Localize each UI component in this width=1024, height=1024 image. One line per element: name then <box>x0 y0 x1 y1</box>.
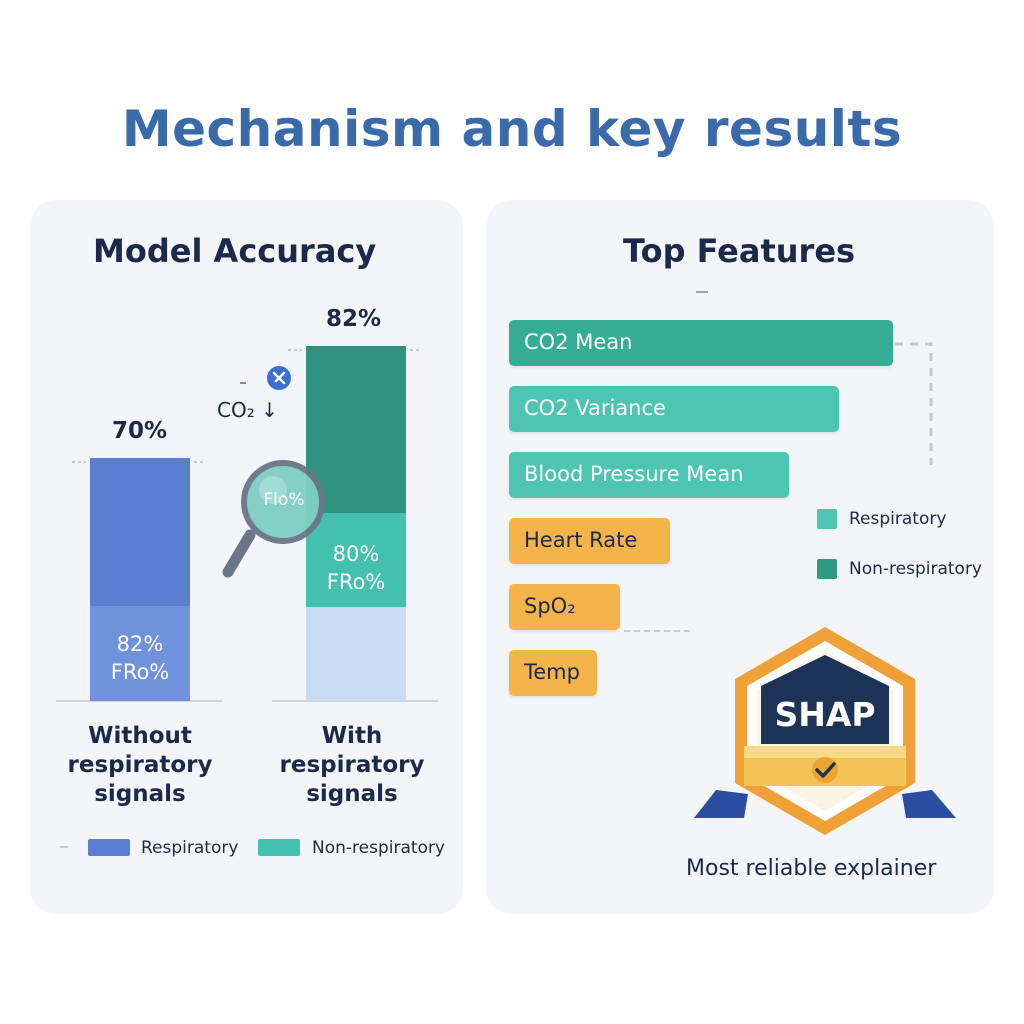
feature-bar: Temp <box>509 650 597 696</box>
value-label-without: 70% <box>112 418 168 444</box>
category-line-2: respiratory <box>279 752 425 778</box>
category-line-2: respiratory <box>67 752 213 778</box>
feature-label: Heart Rate <box>524 528 638 552</box>
category-line-1: Without <box>88 723 192 749</box>
location-pin-icon <box>267 366 291 390</box>
inner-label-line-2: FRo% <box>326 570 386 594</box>
bar-with-bottom <box>306 607 406 701</box>
page-title: Mechanism and key results <box>121 100 903 158</box>
category-label-without: Without respiratory signals <box>50 722 230 809</box>
legend-swatch-respiratory <box>817 509 837 529</box>
value-label-with: 82% <box>326 306 382 332</box>
legend-label-respiratory: Respiratory <box>141 838 239 858</box>
magnifier-label: Flo% <box>263 490 305 510</box>
feature-bar: Blood Pressure Mean <box>509 452 789 498</box>
inner-label-line-2: FRo% <box>110 660 170 684</box>
legend-label-non-respiratory: Non-respiratory <box>312 838 445 858</box>
magnifier-icon <box>222 460 325 578</box>
category-line-1: With <box>321 723 383 749</box>
bar-without-inner-label: 82% FRo% <box>90 630 190 686</box>
bar-without-top <box>90 458 190 606</box>
feature-label: CO2 Variance <box>524 396 666 420</box>
co2-annotation: CO₂ ↓ <box>217 398 278 422</box>
feature-label: Temp <box>524 660 580 684</box>
bar-with-top <box>306 346 406 513</box>
feature-label: CO2 Mean <box>524 330 633 354</box>
category-line-3: signals <box>306 781 398 807</box>
shap-caption: Most reliable explainer <box>686 856 937 881</box>
bar-without-bottom <box>90 606 190 701</box>
feature-bar: CO2 Mean <box>509 320 893 366</box>
inner-label-line-1: 80% <box>332 542 380 566</box>
model-accuracy-title: Model Accuracy <box>93 232 377 270</box>
legend-swatch-respiratory <box>88 839 130 856</box>
feature-label: SpO₂ <box>524 594 576 618</box>
legend-label-non-respiratory: Non-respiratory <box>849 559 982 579</box>
feature-label: Blood Pressure Mean <box>524 462 744 486</box>
bar-with-inner-label: 80% FRo% <box>306 540 406 596</box>
shap-label: SHAP <box>774 695 876 734</box>
feature-bar: Heart Rate <box>509 518 670 564</box>
feature-bar: SpO₂ <box>509 584 620 630</box>
legend-label-respiratory: Respiratory <box>849 509 947 529</box>
check-icon <box>812 757 838 783</box>
shap-badge <box>694 627 956 835</box>
bar-with-mid <box>306 513 406 607</box>
top-features-title: Top Features <box>623 232 856 270</box>
category-line-3: signals <box>94 781 186 807</box>
inner-label-line-1: 82% <box>116 632 164 656</box>
legend-swatch-non-respiratory <box>258 839 300 856</box>
feature-bar: CO2 Variance <box>509 386 839 432</box>
legend-swatch-non-respiratory <box>817 559 837 579</box>
category-label-with: With respiratory signals <box>262 722 442 809</box>
